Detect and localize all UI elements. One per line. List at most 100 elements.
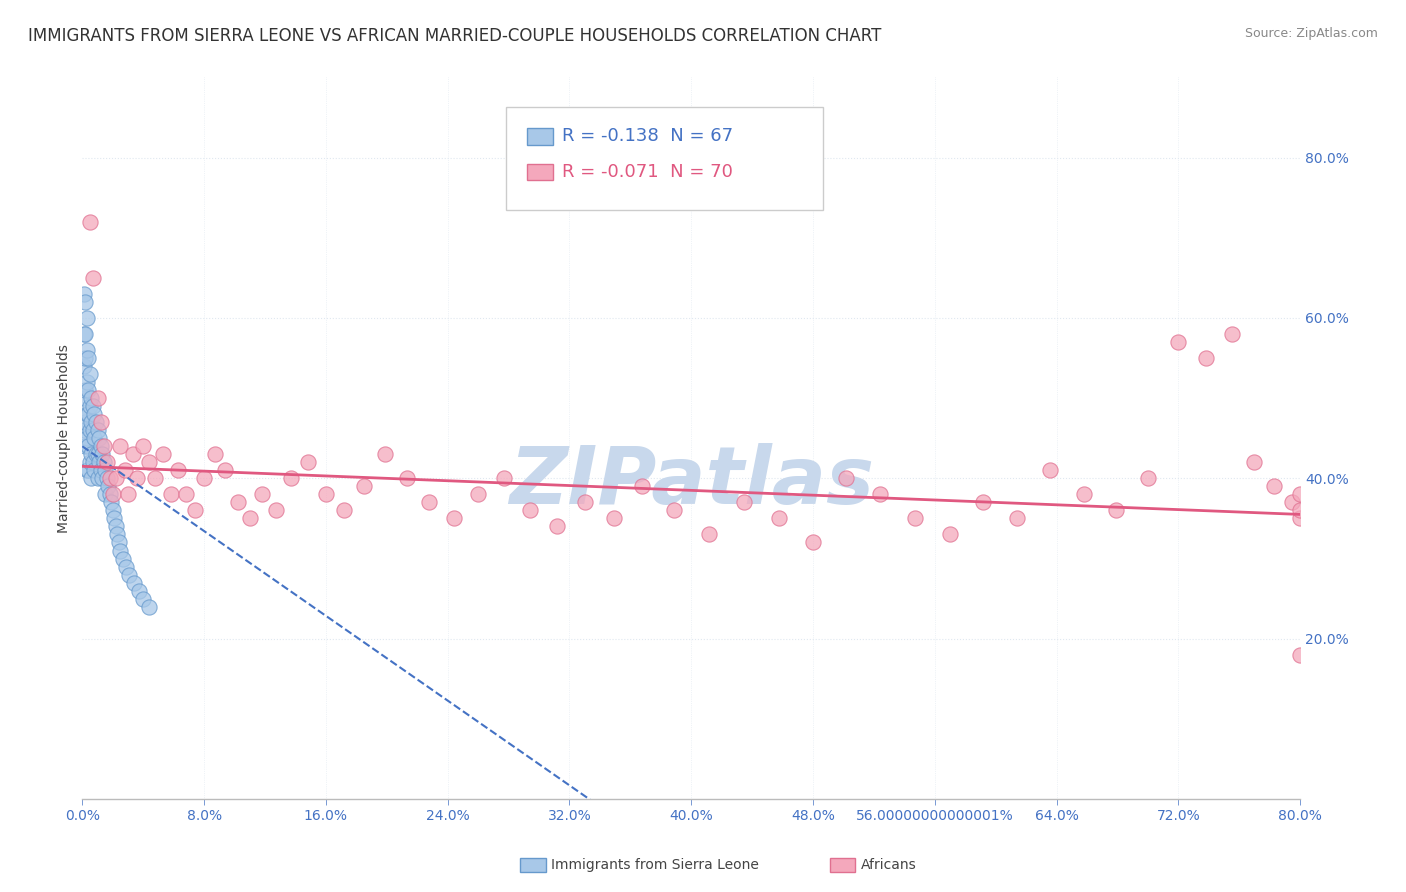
Point	[1195, 351, 1218, 365]
Point	[82, 271, 104, 285]
Point	[1105, 503, 1128, 517]
Point	[374, 447, 396, 461]
Text: Africans: Africans	[860, 858, 917, 872]
Point	[353, 479, 375, 493]
Point	[1243, 455, 1265, 469]
Point	[1289, 503, 1312, 517]
Point	[184, 503, 207, 517]
Point	[96, 471, 118, 485]
Point	[1289, 648, 1312, 662]
Point	[1289, 511, 1312, 525]
Point	[80, 391, 103, 405]
Point	[82, 455, 104, 469]
Point	[86, 391, 108, 405]
Point	[91, 447, 114, 461]
Point	[801, 535, 824, 549]
Point	[79, 399, 101, 413]
Point	[76, 431, 98, 445]
Point	[76, 407, 98, 421]
Point	[1136, 471, 1159, 485]
Point	[84, 447, 107, 461]
Point	[100, 495, 122, 509]
Point	[77, 383, 100, 397]
Point	[193, 471, 215, 485]
Point	[86, 447, 108, 461]
Point	[418, 495, 440, 509]
Point	[79, 367, 101, 381]
Point	[546, 519, 568, 533]
Point	[315, 487, 337, 501]
Point	[128, 583, 150, 598]
Point	[574, 495, 596, 509]
Point	[96, 455, 118, 469]
Text: Immigrants from Sierra Leone: Immigrants from Sierra Leone	[551, 858, 759, 872]
Point	[83, 431, 105, 445]
Point	[77, 351, 100, 365]
Point	[138, 599, 160, 614]
Point	[86, 471, 108, 485]
Point	[121, 447, 143, 461]
Text: R = -0.071  N = 70: R = -0.071 N = 70	[562, 163, 734, 181]
Point	[97, 479, 120, 493]
Point	[250, 487, 273, 501]
Point	[226, 495, 249, 509]
Point	[83, 463, 105, 477]
Point	[110, 543, 132, 558]
Point	[159, 487, 181, 501]
Point	[77, 439, 100, 453]
Point	[79, 215, 101, 229]
Point	[93, 455, 115, 469]
Point	[76, 375, 98, 389]
Point	[104, 471, 127, 485]
Point	[101, 503, 124, 517]
Point	[83, 407, 105, 421]
Point	[91, 471, 114, 485]
Text: Source: ZipAtlas.com: Source: ZipAtlas.com	[1244, 27, 1378, 40]
Point	[90, 463, 112, 477]
Point	[1263, 479, 1285, 493]
Point	[98, 487, 121, 501]
Point	[80, 471, 103, 485]
Point	[80, 447, 103, 461]
Point	[110, 439, 132, 453]
Point	[239, 511, 262, 525]
Point	[835, 471, 858, 485]
Point	[733, 495, 755, 509]
Point	[80, 415, 103, 429]
Point	[115, 559, 138, 574]
Point	[904, 511, 927, 525]
Point	[77, 463, 100, 477]
Point	[76, 310, 98, 325]
Point	[73, 359, 96, 373]
Text: IMMIGRANTS FROM SIERRA LEONE VS AFRICAN MARRIED-COUPLE HOUSEHOLDS CORRELATION CH: IMMIGRANTS FROM SIERRA LEONE VS AFRICAN …	[28, 27, 882, 45]
Point	[1039, 463, 1062, 477]
Point	[75, 439, 97, 453]
Point	[82, 423, 104, 437]
Point	[1281, 495, 1303, 509]
Point	[467, 487, 489, 501]
Point	[127, 471, 149, 485]
Text: R = -0.138  N = 67: R = -0.138 N = 67	[562, 128, 734, 145]
Point	[75, 415, 97, 429]
Point	[768, 511, 790, 525]
Point	[1073, 487, 1095, 501]
Point	[73, 287, 96, 301]
Point	[105, 527, 128, 541]
Point	[1220, 326, 1243, 341]
Point	[73, 423, 96, 437]
Point	[972, 495, 994, 509]
Point	[118, 567, 141, 582]
Point	[94, 487, 117, 501]
Point	[664, 503, 686, 517]
Point	[79, 423, 101, 437]
Point	[87, 431, 110, 445]
Point	[73, 326, 96, 341]
Point	[122, 575, 145, 590]
Point	[152, 447, 174, 461]
Point	[204, 447, 226, 461]
Point	[87, 455, 110, 469]
Point	[90, 415, 112, 429]
Point	[79, 455, 101, 469]
Y-axis label: Married-couple Households: Married-couple Households	[58, 343, 72, 533]
Point	[602, 511, 624, 525]
